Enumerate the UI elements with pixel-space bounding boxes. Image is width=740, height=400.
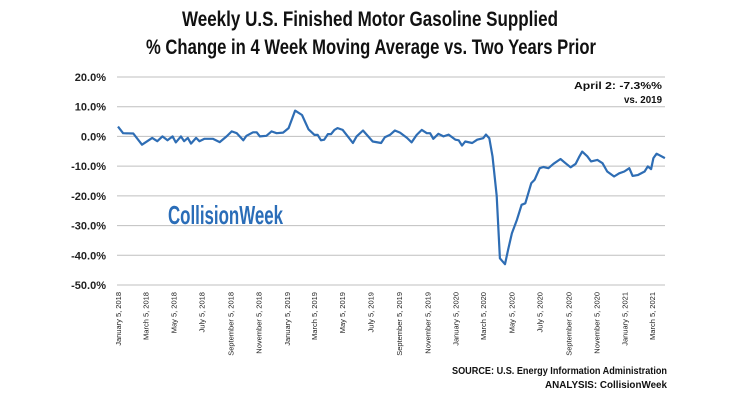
source-text: SOURCE: U.S. Energy Information Administ…	[452, 366, 667, 377]
x-tick-label: March 5, 2020	[479, 292, 488, 340]
y-tick-label: 0.0%	[81, 131, 106, 143]
annotation-line1: April 2: -7.3%%	[574, 80, 663, 92]
series-line	[117, 109, 666, 266]
y-axis: 20.0% 10.0% 0.0% -10.0% -20.0% -30.0% -40.0% -5…	[71, 72, 106, 292]
analysis-text: ANALYSIS: CollisionWeek	[545, 380, 667, 391]
x-tick-label: May 5, 2018	[169, 292, 178, 333]
x-tick-label: November 5, 2020	[593, 292, 602, 354]
x-tick-label: March 5, 2021	[648, 292, 657, 340]
x-tick-label: May 5, 2020	[507, 292, 516, 333]
y-tick-label: 20.0%	[75, 72, 106, 84]
x-tick-label: September 5, 2018	[226, 292, 235, 356]
x-tick-label: January 5, 2019	[283, 292, 292, 346]
x-tick-label: January 5, 2021	[621, 292, 630, 346]
x-tick-label: July 5, 2019	[366, 292, 375, 332]
x-tick-label: March 5, 2019	[310, 292, 319, 340]
y-tick-label: -20.0%	[71, 191, 106, 203]
y-tick-label: -50.0%	[71, 280, 106, 292]
x-tick-label: January 5, 2018	[114, 292, 123, 346]
y-tick-label: 10.0%	[75, 102, 106, 114]
chart-title: Weekly U.S. Finished Motor Gasoline Supp…	[182, 8, 558, 31]
collisionweek-watermark-logo: CollisionWeek	[168, 200, 283, 230]
x-tick-label: November 5, 2018	[255, 292, 264, 354]
y-tick-label: -10.0%	[71, 161, 106, 173]
y-tick-label: -40.0%	[71, 250, 106, 262]
x-tick-label: July 5, 2018	[198, 292, 207, 332]
x-tick-label: September 5, 2020	[564, 292, 573, 356]
x-tick-label: July 5, 2020	[536, 292, 545, 332]
x-tick-label: November 5, 2019	[423, 292, 432, 354]
x-axis: January 5, 2018 March 5, 2018 May 5, 2018 J…	[114, 292, 657, 356]
annotation-line2: vs. 2019	[624, 94, 662, 106]
x-tick-label: May 5, 2019	[338, 292, 347, 333]
x-tick-label: September 5, 2019	[395, 292, 404, 356]
x-tick-label: March 5, 2018	[141, 292, 150, 340]
chart-subtitle: % Change in 4 Week Moving Average vs. Tw…	[146, 36, 596, 59]
gridlines	[117, 76, 665, 286]
x-tick-label: January 5, 2020	[452, 292, 461, 346]
y-tick-label: -30.0%	[71, 221, 106, 233]
